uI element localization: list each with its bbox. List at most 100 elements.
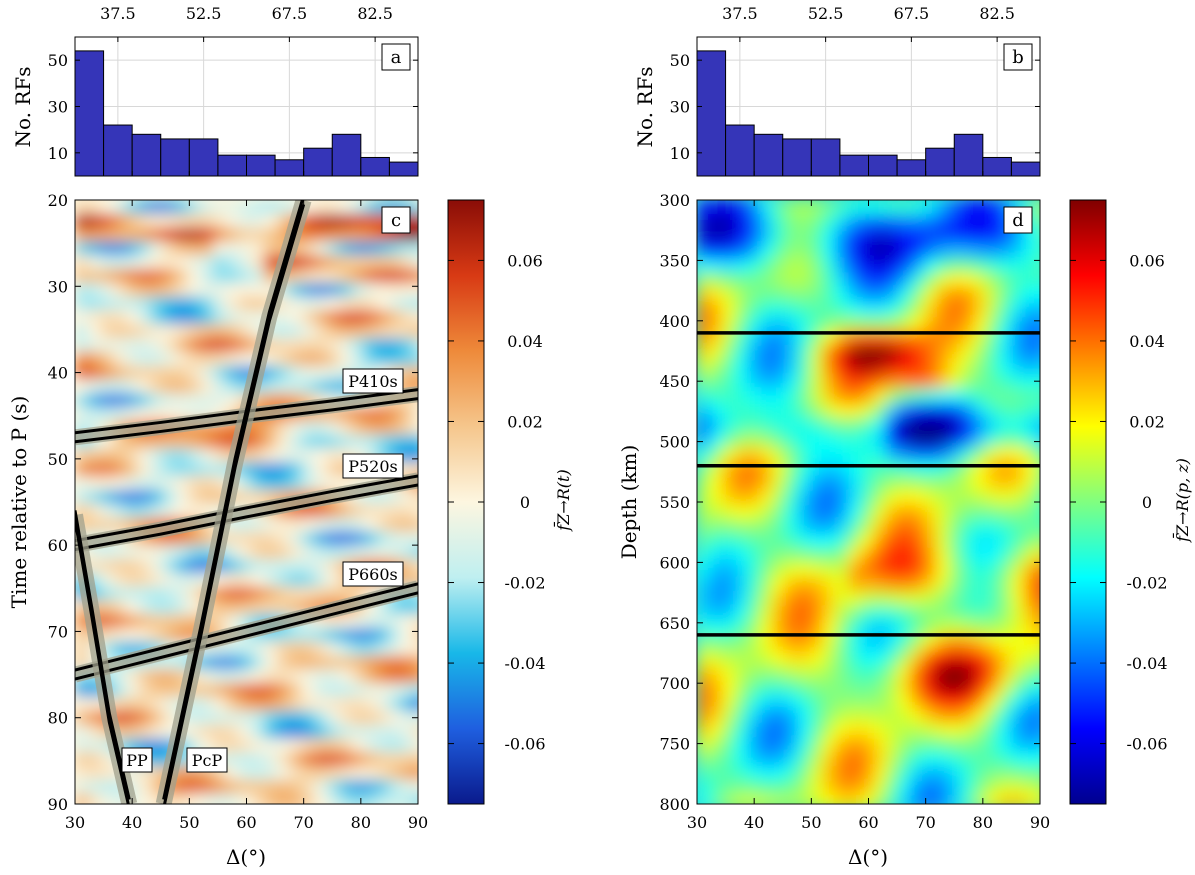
heatmap-cell <box>87 365 101 381</box>
heatmap-cell <box>351 683 365 698</box>
heatmap-cell <box>860 765 874 781</box>
heatmap-cell <box>339 627 353 643</box>
heatmap-cell <box>973 649 987 665</box>
heatmap-cell <box>238 779 252 795</box>
heatmap-cell <box>251 476 265 491</box>
heatmap-cell <box>722 678 736 694</box>
heatmap-cell <box>213 683 227 698</box>
heatmap-cell <box>822 663 836 679</box>
y-tick-label: 20 <box>48 191 68 210</box>
heatmap-cell <box>847 736 862 752</box>
heatmap-cell <box>722 286 736 303</box>
heatmap-cell <box>376 434 391 450</box>
colorbar-tick-label: 0 <box>520 493 530 512</box>
heatmap-cell <box>973 417 987 433</box>
heatmap-cell <box>697 634 711 650</box>
heatmap-cell <box>414 448 418 463</box>
heatmap-cell <box>697 605 711 621</box>
heatmap-cell <box>734 228 748 245</box>
heatmap-cell <box>772 243 786 259</box>
heatmap-cell <box>351 627 365 643</box>
heatmap-cell <box>797 475 811 491</box>
heatmap-cell <box>810 475 824 491</box>
heatmap-cell <box>973 562 987 578</box>
heatmap-cell <box>898 475 912 491</box>
colorbar-tick-label: -0.04 <box>504 654 545 673</box>
heatmap-cell <box>276 766 290 781</box>
colorbar-d-label: f̄Z→R(p, z) <box>1171 458 1192 543</box>
heatmap-cell <box>847 214 862 230</box>
heatmap-cell <box>163 434 177 450</box>
heatmap-cell <box>401 269 416 284</box>
heatmap-cell <box>772 721 786 737</box>
colorbar-tick-label: 0.04 <box>507 332 543 351</box>
heatmap-cell <box>759 518 774 535</box>
heatmap-cell <box>100 269 114 284</box>
heatmap-cell <box>163 296 177 312</box>
heatmap-cell <box>288 462 302 477</box>
heatmap-cell <box>709 228 723 245</box>
heatmap-cell <box>734 286 748 303</box>
heatmap-cell <box>87 710 101 726</box>
heatmap-cell <box>898 707 912 723</box>
heatmap-cell <box>772 562 786 578</box>
heatmap-cell <box>251 545 265 560</box>
heatmap-cell <box>697 344 711 361</box>
heatmap-cell <box>747 562 761 578</box>
heatmap-cell <box>948 721 962 737</box>
heatmap-cell <box>873 301 887 317</box>
heatmap-cell <box>1023 257 1038 274</box>
heatmap-cell <box>163 683 177 698</box>
heatmap-cell <box>313 697 328 712</box>
heatmap-cell <box>1036 620 1040 636</box>
heatmap-cell <box>401 738 416 753</box>
heatmap-cell <box>759 214 774 230</box>
histogram-bar <box>388 161 419 177</box>
heatmap-cell <box>759 417 774 433</box>
heatmap-cell <box>1011 475 1025 491</box>
heatmap-cell <box>276 434 290 450</box>
heatmap-cell <box>935 736 950 752</box>
heatmap-cell <box>163 710 177 726</box>
heatmap-cell <box>998 765 1013 781</box>
heatmap-cell <box>948 417 962 433</box>
heatmap-cell <box>734 402 748 419</box>
heatmap-cell <box>709 576 723 592</box>
heatmap-cell <box>401 324 416 339</box>
heatmap-cell <box>414 255 418 270</box>
heatmap-cell <box>772 765 786 781</box>
heatmap-cell <box>885 707 899 723</box>
heatmap-cell <box>301 669 315 684</box>
heatmap-cell <box>87 503 101 519</box>
heatmap-cell <box>935 663 950 679</box>
heatmap-cell <box>414 269 418 284</box>
heatmap-cell <box>986 649 1000 665</box>
heatmap-cell <box>885 794 899 804</box>
heatmap-cell <box>785 315 799 332</box>
heatmap-cell <box>734 504 748 520</box>
heatmap-cell <box>238 641 252 657</box>
heatmap-cell <box>150 296 164 312</box>
heatmap-cell <box>301 766 315 781</box>
heatmap-cell <box>200 324 214 339</box>
heatmap-cell <box>986 301 1000 317</box>
heatmap-cell <box>910 504 924 520</box>
heatmap-cell <box>188 434 202 450</box>
heatmap-cell <box>910 678 924 694</box>
histogram-bar <box>925 147 955 177</box>
heatmap-cell <box>998 547 1013 563</box>
heatmap-cell <box>923 663 937 679</box>
heatmap-cell <box>734 765 748 781</box>
heatmap-cell <box>986 591 1000 607</box>
heatmap-cell <box>759 344 774 361</box>
heatmap-cell <box>986 620 1000 636</box>
heatmap-cell <box>1023 663 1038 679</box>
heatmap-cell <box>1023 649 1038 665</box>
heatmap-cell <box>175 310 189 325</box>
heatmap-cell <box>1023 359 1038 375</box>
y-tick-label: 30 <box>670 98 690 117</box>
heatmap-cell <box>885 272 899 288</box>
heatmap-cell <box>822 489 836 506</box>
heatmap-cell <box>709 678 723 694</box>
heatmap-cell <box>948 692 962 708</box>
